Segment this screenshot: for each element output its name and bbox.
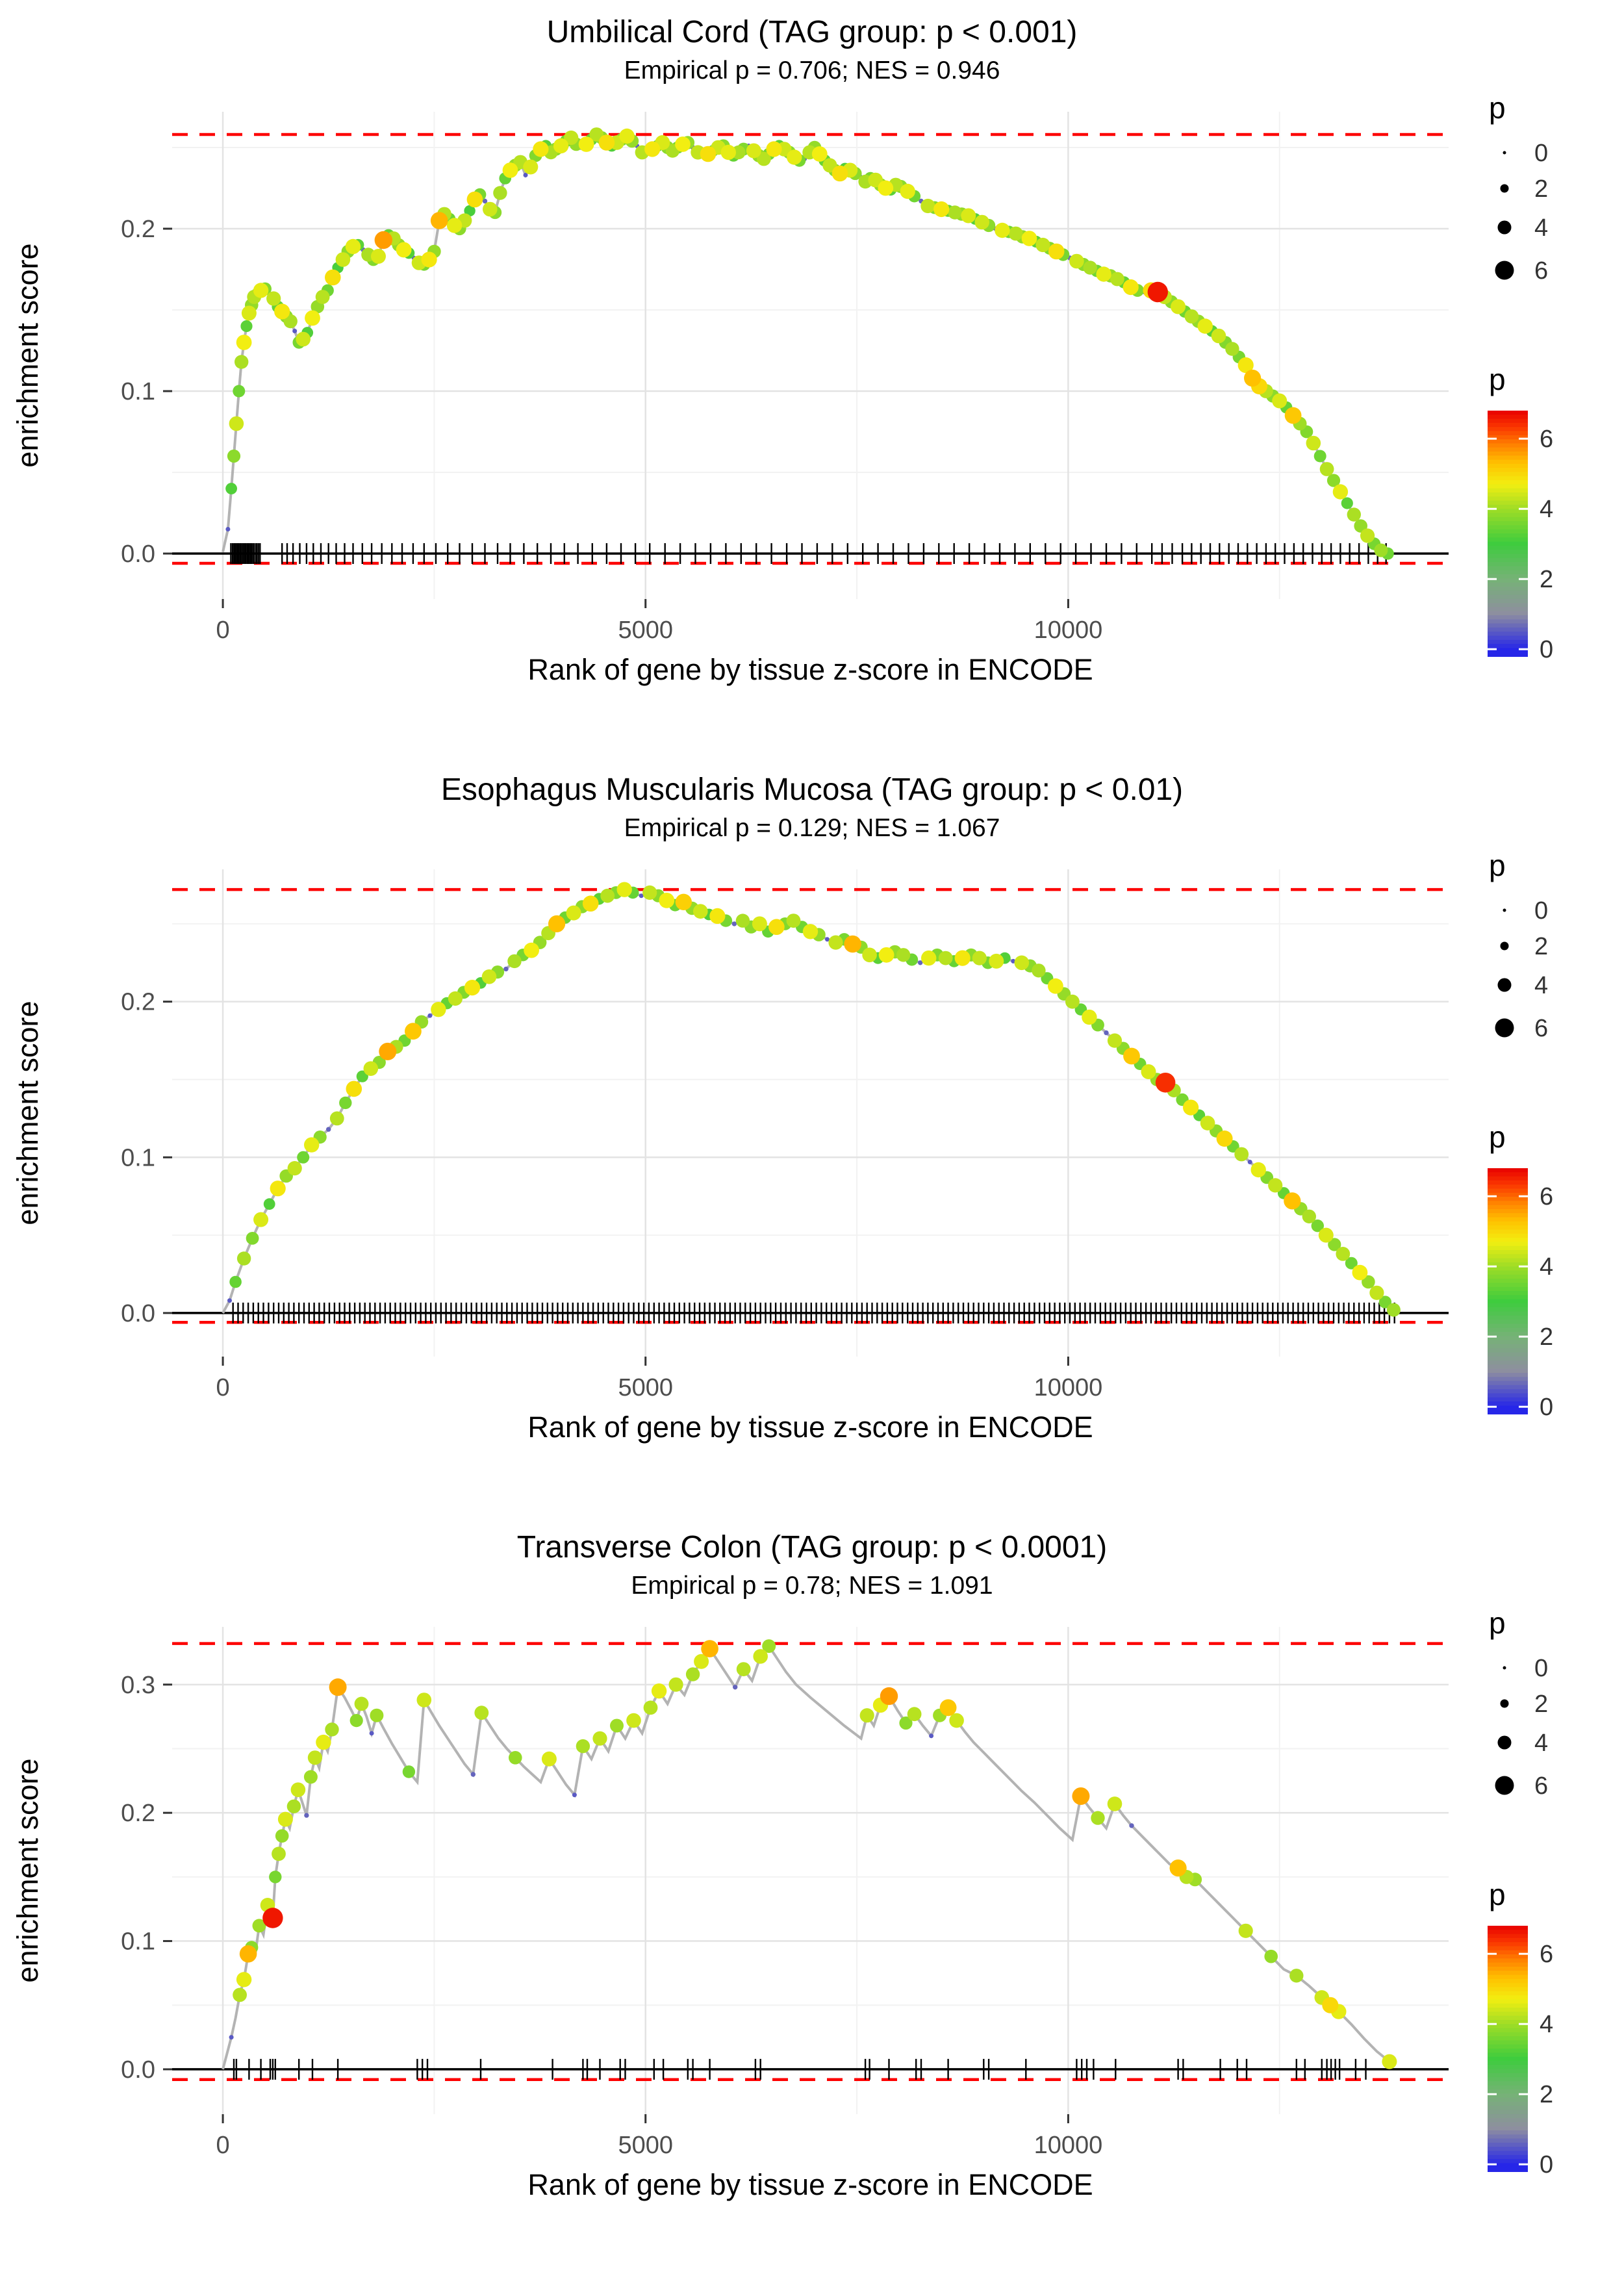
svg-text:p: p <box>1489 1606 1506 1640</box>
svg-text:0: 0 <box>1540 636 1553 663</box>
svg-text:enrichment score: enrichment score <box>11 1758 44 1982</box>
panel-subtitle: Empirical p = 0.78; NES = 1.091 <box>631 1572 993 1600</box>
svg-text:p: p <box>1489 91 1506 125</box>
svg-text:5000: 5000 <box>618 617 673 644</box>
panel-title: Transverse Colon (TAG group: p < 0.0001) <box>516 1530 1108 1565</box>
svg-text:0.0: 0.0 <box>121 2056 155 2084</box>
svg-text:0.2: 0.2 <box>121 1800 155 1827</box>
svg-text:0: 0 <box>216 1374 230 1401</box>
svg-text:0.2: 0.2 <box>121 989 155 1016</box>
svg-text:0.1: 0.1 <box>121 378 155 405</box>
svg-text:0: 0 <box>1534 897 1548 925</box>
svg-text:p: p <box>1489 1878 1506 1911</box>
svg-text:10000: 10000 <box>1034 1374 1103 1401</box>
svg-text:0.0: 0.0 <box>121 1300 155 1327</box>
svg-text:0: 0 <box>1534 1655 1548 1682</box>
svg-text:5000: 5000 <box>618 1374 673 1401</box>
svg-text:0.2: 0.2 <box>121 216 155 243</box>
svg-text:2: 2 <box>1534 1691 1548 1718</box>
svg-text:4: 4 <box>1540 2011 1553 2038</box>
panel-esophagus-muscularis-mucosa: Esophagus Muscularis Mucosa (TAG group: … <box>0 758 1624 1515</box>
svg-text:0.0: 0.0 <box>121 541 155 568</box>
panel-title: Umbilical Cord (TAG group: p < 0.001) <box>546 15 1078 49</box>
svg-text:Rank of gene by tissue z-score: Rank of gene by tissue z-score in ENCODE <box>527 2168 1093 2201</box>
svg-text:6: 6 <box>1540 1941 1553 1968</box>
svg-text:Rank of gene by tissue z-score: Rank of gene by tissue z-score in ENCODE <box>527 1411 1093 1444</box>
svg-text:0: 0 <box>216 617 230 644</box>
svg-text:p: p <box>1489 849 1506 882</box>
svg-text:0.1: 0.1 <box>121 1144 155 1171</box>
svg-text:5000: 5000 <box>618 2132 673 2159</box>
svg-text:0: 0 <box>1534 140 1548 167</box>
svg-text:6: 6 <box>1534 1772 1548 1800</box>
svg-text:0.3: 0.3 <box>121 1672 155 1699</box>
svg-text:4: 4 <box>1540 1253 1553 1281</box>
svg-text:4: 4 <box>1534 214 1548 242</box>
svg-text:2: 2 <box>1540 1323 1553 1351</box>
panel-transverse-colon: Transverse Colon (TAG group: p < 0.0001)… <box>0 1515 1624 2273</box>
svg-text:0: 0 <box>216 2132 230 2159</box>
svg-text:2: 2 <box>1534 933 1548 960</box>
panel-title: Esophagus Muscularis Mucosa (TAG group: … <box>440 773 1184 807</box>
panel-umbilical-cord: Umbilical Cord (TAG group: p < 0.001) Em… <box>0 0 1624 758</box>
svg-text:0: 0 <box>1540 2151 1553 2178</box>
svg-text:p: p <box>1489 363 1506 396</box>
svg-text:4: 4 <box>1534 1730 1548 1757</box>
svg-text:10000: 10000 <box>1034 617 1103 644</box>
svg-text:p: p <box>1489 1120 1506 1154</box>
svg-text:enrichment score: enrichment score <box>11 1001 44 1225</box>
svg-text:6: 6 <box>1540 1183 1553 1210</box>
enrichment-plot-transverse-colon: 0 5000 10000 0.0 0.1 0.2 0.3 Rank of gene by ti… <box>11 1606 1553 2201</box>
panel-subtitle: Empirical p = 0.129; NES = 1.067 <box>624 814 1000 842</box>
svg-text:enrichment score: enrichment score <box>11 243 44 467</box>
enrichment-plot-umbilical-cord: 0 5000 10000 0.0 0.1 0.2 Rank of gene by tissu… <box>11 91 1553 686</box>
svg-text:6: 6 <box>1540 426 1553 453</box>
svg-text:0.1: 0.1 <box>121 1928 155 1956</box>
svg-text:4: 4 <box>1540 496 1553 523</box>
svg-text:2: 2 <box>1540 2081 1553 2108</box>
svg-text:2: 2 <box>1534 175 1548 203</box>
enrichment-plot-esophagus: 0 5000 10000 0.0 0.1 0.2 Rank of gene by tissu… <box>11 849 1553 1444</box>
panel-subtitle: Empirical p = 0.706; NES = 0.946 <box>624 57 1000 84</box>
svg-text:6: 6 <box>1534 257 1548 285</box>
svg-text:0: 0 <box>1540 1394 1553 1421</box>
svg-text:10000: 10000 <box>1034 2132 1103 2159</box>
svg-text:2: 2 <box>1540 566 1553 593</box>
svg-text:Rank of gene by tissue z-score: Rank of gene by tissue z-score in ENCODE <box>527 653 1093 686</box>
svg-text:6: 6 <box>1534 1015 1548 1042</box>
svg-text:4: 4 <box>1534 972 1548 999</box>
